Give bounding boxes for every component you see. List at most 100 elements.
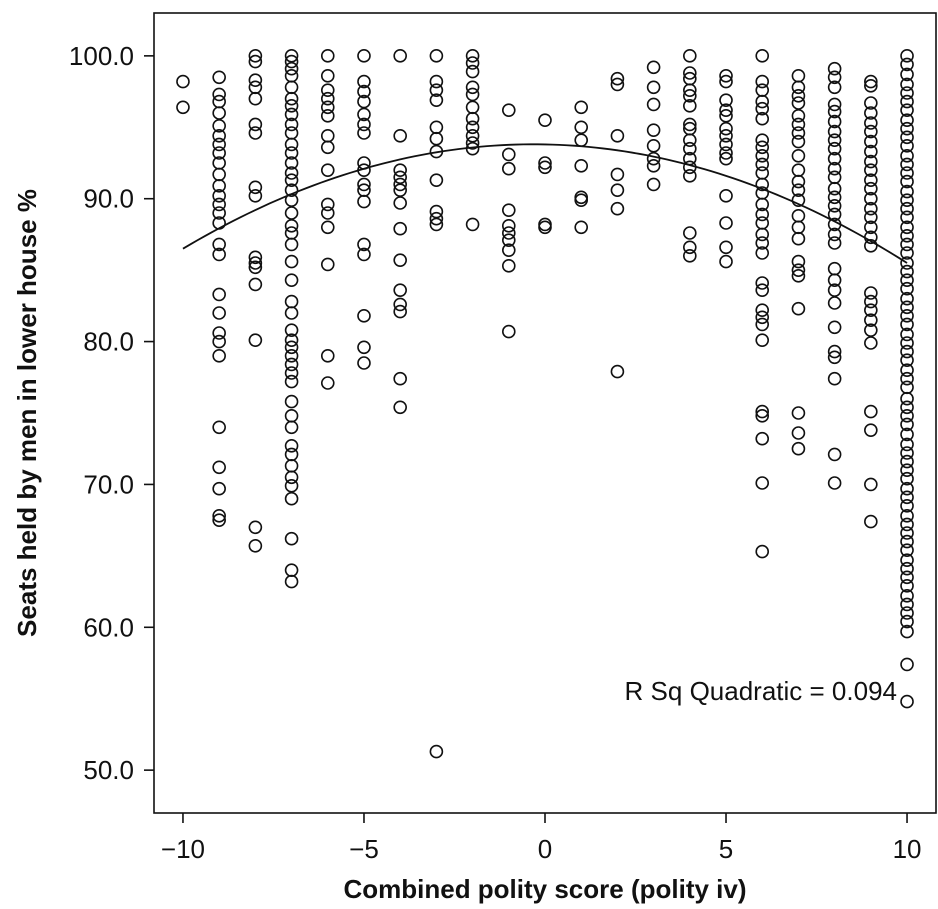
data-point	[719, 129, 733, 143]
data-point	[900, 264, 914, 279]
data-point	[900, 94, 914, 109]
data-point	[284, 349, 299, 363]
data-point	[900, 157, 914, 172]
data-point	[284, 323, 299, 337]
data-point	[429, 49, 444, 63]
data-point	[864, 144, 878, 159]
data-point	[900, 427, 914, 442]
data-point	[212, 206, 226, 220]
data-point	[791, 269, 806, 283]
data-point	[791, 109, 806, 123]
data-point	[900, 344, 914, 359]
data-point	[827, 199, 842, 213]
data-point	[501, 103, 516, 117]
data-point	[646, 177, 661, 192]
data-point	[393, 253, 407, 267]
data-point	[574, 133, 589, 147]
data-point	[827, 151, 842, 166]
data-point	[212, 237, 226, 252]
data-point	[538, 156, 552, 170]
data-point	[610, 364, 625, 379]
data-point	[284, 574, 299, 589]
data-point	[646, 80, 661, 95]
data-point	[357, 177, 371, 192]
data-point	[320, 109, 335, 123]
data-point	[791, 183, 806, 197]
data-point	[212, 129, 226, 143]
data-point	[393, 163, 407, 177]
data-point	[393, 49, 407, 63]
data-point	[755, 133, 770, 147]
data-point	[791, 149, 806, 163]
data-point	[248, 117, 263, 132]
data-point	[864, 210, 878, 225]
data-point	[827, 320, 842, 335]
data-point	[827, 133, 842, 147]
data-point	[791, 254, 806, 269]
data-point	[683, 117, 697, 132]
data-point	[320, 83, 335, 97]
data-point	[864, 294, 878, 309]
data-point	[791, 80, 806, 95]
data-point	[176, 74, 190, 89]
data-point	[827, 344, 842, 359]
data-point	[827, 97, 842, 112]
data-point	[719, 137, 733, 152]
data-point	[755, 276, 770, 290]
data-point	[393, 170, 407, 185]
data-point	[900, 454, 914, 469]
data-point	[465, 100, 480, 115]
data-point	[900, 291, 914, 306]
data-point	[429, 211, 444, 226]
data-point	[284, 206, 299, 220]
data-point	[538, 113, 552, 127]
data-point	[900, 220, 914, 235]
data-point	[683, 141, 697, 156]
data-point	[864, 96, 878, 110]
data-point	[719, 216, 733, 230]
data-point	[900, 353, 914, 367]
data-point	[212, 179, 226, 193]
data-point	[501, 259, 516, 273]
data-point	[465, 120, 480, 135]
data-point	[864, 79, 878, 93]
data-point	[683, 83, 697, 97]
data-point	[900, 336, 914, 350]
data-point	[393, 400, 407, 415]
data-point	[755, 476, 770, 490]
data-point	[827, 141, 842, 156]
data-point	[248, 333, 263, 347]
data-point	[284, 459, 299, 473]
data-point	[284, 156, 299, 170]
data-point	[176, 100, 190, 115]
data-point	[501, 219, 516, 233]
data-point	[393, 304, 407, 319]
data-point	[284, 91, 299, 106]
data-point	[501, 233, 516, 247]
data-point	[755, 310, 770, 325]
data-point	[864, 163, 878, 177]
data-point	[683, 89, 697, 103]
data-point	[827, 104, 842, 119]
data-point	[393, 129, 407, 143]
data-point	[827, 190, 842, 205]
data-point	[864, 201, 878, 216]
data-point	[864, 154, 878, 169]
data-point	[574, 220, 589, 235]
y-tick-label: 80.0	[83, 327, 134, 357]
data-point	[755, 431, 770, 446]
data-point	[429, 744, 444, 759]
data-point	[284, 479, 299, 493]
data-point	[755, 227, 770, 242]
data-point	[357, 49, 371, 63]
y-tick-label: 100.0	[69, 41, 134, 71]
data-point	[900, 606, 914, 620]
data-point	[719, 103, 733, 117]
data-point	[284, 254, 299, 269]
data-point	[501, 243, 516, 257]
data-point	[864, 220, 878, 235]
data-point	[357, 356, 371, 370]
data-point	[393, 196, 407, 210]
data-point	[900, 446, 914, 460]
data-point	[212, 247, 226, 262]
